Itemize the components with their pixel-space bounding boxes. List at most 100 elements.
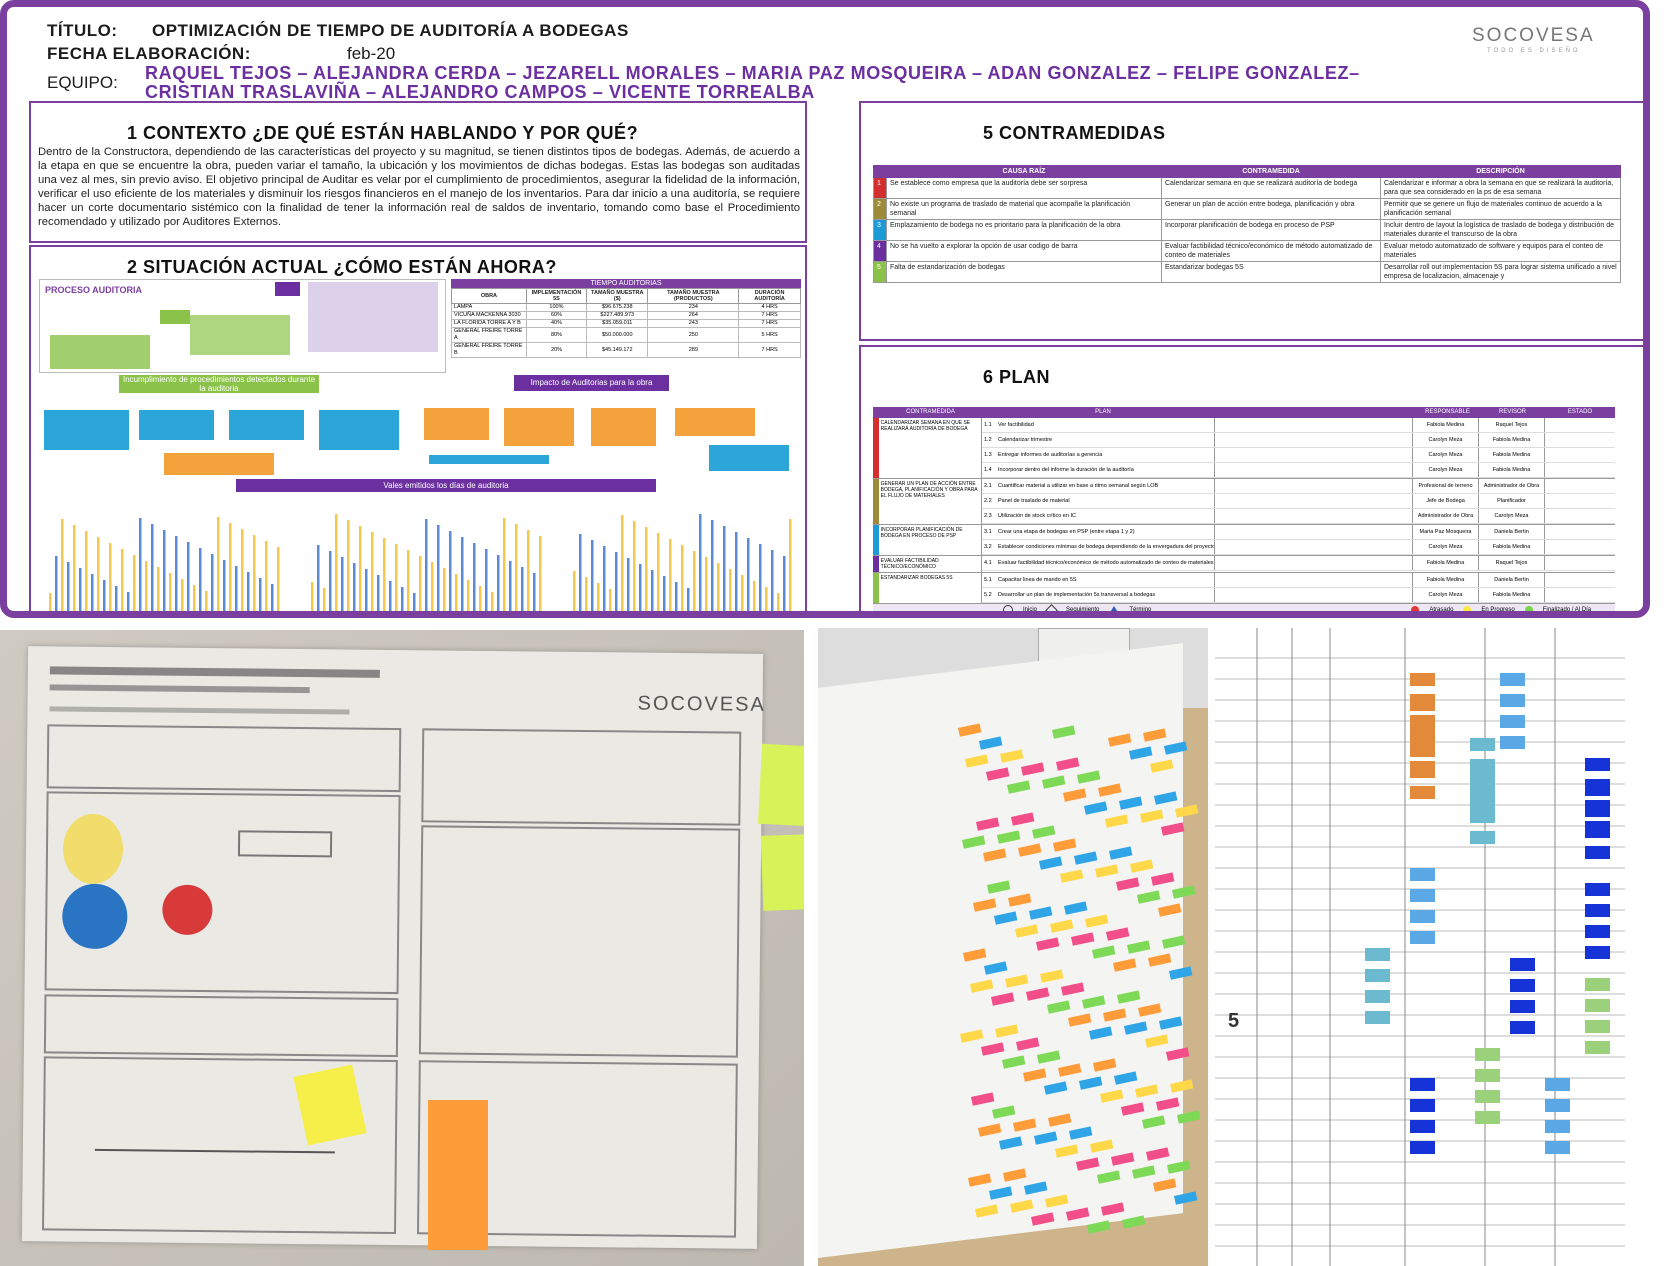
table-row: GENERAL FREIRE TORRE B 20% $45.149.172 289 7… (451, 342, 801, 358)
col-countermeasure: CONTRAMEDIDA (1161, 165, 1381, 178)
sticky-note (970, 979, 994, 993)
sticky-note (1174, 1191, 1198, 1205)
sticky-note (1087, 1220, 1111, 1234)
sticky-note-green-2 (760, 834, 804, 911)
plan-item-text: Calendarizar trimestre (998, 433, 1215, 447)
voucher-bar (579, 534, 582, 611)
cm-causa: No se ha vuelto a explorar la opción de … (886, 240, 1162, 262)
table-row: 5.1 Capacitar linea de mando en 5S Fabiola… (982, 573, 1615, 588)
plan-item-responsible: Fabiola Medina (1413, 573, 1479, 587)
voucher-bar (747, 538, 750, 611)
legend-start: Inicio (1023, 607, 1038, 613)
sticky-note (1036, 937, 1060, 951)
voucher-bar (777, 593, 780, 611)
schedule-block (1410, 1078, 1435, 1091)
sticky-note (971, 1092, 995, 1106)
sticky-note (965, 754, 989, 768)
voucher-bar (365, 569, 368, 611)
impact-1 (424, 408, 489, 440)
audit-cell: 234 (647, 303, 740, 312)
plan-item-responsible: Carolyn Meza (1413, 433, 1479, 447)
cm-number: 2 (873, 198, 887, 220)
voucher-bar (395, 544, 398, 611)
schedule-block (1475, 1090, 1500, 1103)
schedule-block (1545, 1099, 1570, 1112)
schedule-block (1545, 1141, 1570, 1154)
plan-item-reviewer: Raquel Tejos (1479, 556, 1545, 570)
voucher-bar (503, 518, 506, 611)
cm-causa: Se establece como empresa que la auditor… (886, 177, 1162, 199)
sticky-note (1162, 935, 1186, 949)
voucher-bar (527, 530, 530, 611)
table-row: 1 Se establece como empresa que la audito… (873, 177, 1621, 199)
sticky-note (1032, 825, 1056, 839)
plan-countermeasure: EVALUAR FACTIBILIDAD TÉCNICO/ECONÓMICO (879, 556, 982, 572)
voucher-bar (699, 514, 702, 611)
col-root-cause: CAUSA RAÍZ (886, 165, 1162, 178)
legend-late-icon (1411, 606, 1420, 611)
cm-desc: Incluir dentro de layout la logística de… (1380, 219, 1621, 241)
audit-cell: $227.489.973 (586, 311, 649, 320)
voucher-bar (741, 575, 744, 611)
table-row: 3.2 Establecer condiciones mínimas de bod… (982, 540, 1615, 555)
table-row: GENERAL FREIRE TORRE A 80% $50.000.000 250 5… (451, 327, 801, 343)
voucher-bar (103, 580, 106, 611)
table-row: 4.1 Evaluar factibilidad técnico/económic… (982, 556, 1615, 571)
sticky-note (1084, 801, 1108, 815)
audit-cell: $35.059.011 (586, 319, 649, 328)
voucher-bar (139, 518, 142, 611)
impact-2 (504, 408, 574, 446)
printed-sheet: SOCOVESA (21, 646, 766, 1249)
voucher-bar (353, 563, 356, 611)
plan-item-responsible: Carolyn Meza (1413, 540, 1479, 554)
section-context-text: Dentro de la Constructora, dependiendo d… (38, 146, 800, 228)
schedule-block (1510, 958, 1535, 971)
audit-cell: $50.000.000 (586, 327, 649, 343)
cm-desc: Calendarizar e informar a obra la semana… (1380, 177, 1621, 199)
sticky-note (992, 1105, 1016, 1119)
voucher-bar (711, 520, 714, 611)
sticky-note (1127, 940, 1151, 954)
sticky-note (981, 1042, 1005, 1056)
sticky-note (1050, 919, 1074, 933)
voucher-bar (443, 568, 446, 611)
sticky-note (1175, 804, 1199, 818)
audit-cell: 60% (525, 311, 588, 320)
audit-cell: 40% (525, 319, 588, 328)
voucher-bar (407, 550, 410, 611)
table-row: LAMPA 100% $96.675.238 234 4 HRS (451, 303, 801, 312)
sticky-note (1061, 982, 1085, 996)
sticky-note (1052, 725, 1076, 739)
plan-item-reviewer: Carolyn Meza (1479, 509, 1545, 523)
plan-col-countermeasure: CONTRAMEDIDA (906, 409, 955, 415)
voucher-bar (651, 570, 654, 611)
voucher-bar (127, 592, 130, 611)
audit-cell: $45.149.172 (586, 342, 649, 358)
sticky-note (1095, 864, 1119, 878)
table-row: 4 No se ha vuelto a explorar la opción de… (873, 240, 1621, 262)
process-diagram: PROCESO AUDITORIA (39, 279, 446, 373)
section-plan-title: 6 PLAN (983, 367, 1051, 387)
voucher-bar (329, 551, 332, 611)
schedule-row-number: 5 (1228, 1010, 1240, 1032)
sticky-note (1121, 1102, 1145, 1116)
voucher-bar (431, 562, 434, 611)
sticky-note (1146, 1147, 1170, 1161)
non-compliance-cause-3 (229, 410, 304, 440)
schedule-block (1365, 969, 1390, 982)
sticky-note (1005, 974, 1029, 988)
plan-item-responsible: Carolyn Meza (1413, 588, 1479, 602)
legend-late: Atrasado (1429, 607, 1454, 613)
schedule-block (1410, 786, 1435, 799)
sticky-note (1063, 788, 1087, 802)
sticky-note (984, 961, 1008, 975)
sticky-note (1023, 1068, 1047, 1082)
plan-item-text: Panel de traslado de material (998, 494, 1215, 508)
plan-item-number: 2.3 (984, 513, 992, 519)
sticky-note (1138, 1003, 1162, 1017)
cm-contra: Calendarizar semana en que se realizará … (1161, 177, 1381, 199)
non-compliance-cause-2 (139, 410, 214, 440)
plan-item-reviewer: Fabiola Medina (1479, 463, 1545, 477)
schedule-block (1365, 990, 1390, 1003)
plan-group: INCORPORAR PLANIFICACIÓN DE BODEGA EN PR… (873, 525, 1615, 556)
